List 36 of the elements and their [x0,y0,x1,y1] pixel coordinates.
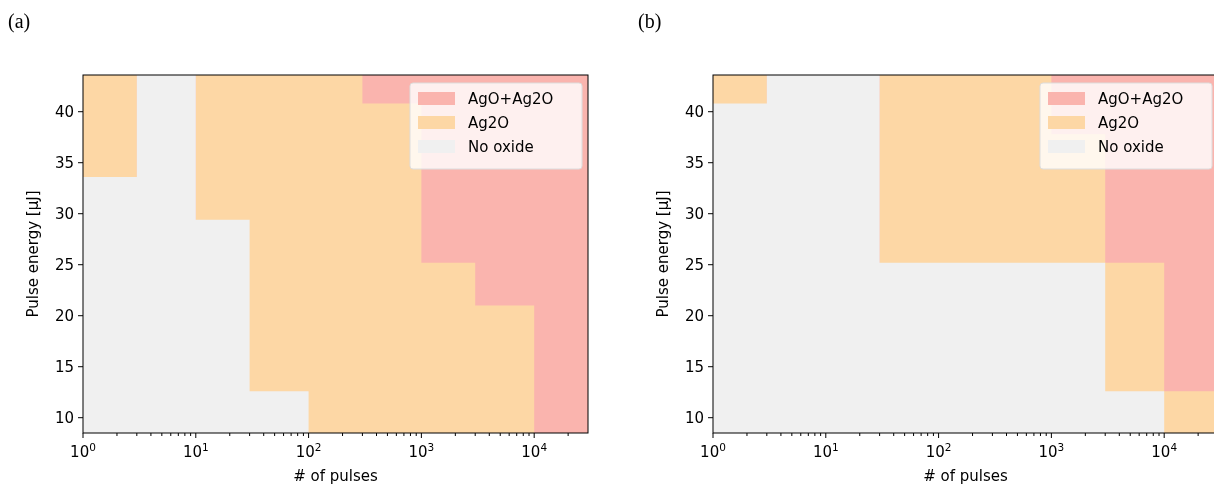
y-tick-label: 35 [54,153,74,172]
legend-label: Ag2O [1098,114,1140,132]
x-tick-label: 10$^{1}$ [812,441,839,461]
y-tick-label: 30 [54,204,74,223]
x-tick-label: 10$^{2}$ [925,441,952,461]
x-tick-label: 10$^{1}$ [182,441,209,461]
x-tick-label: 10$^{3}$ [1038,441,1065,461]
x-tick-label: 10$^{2}$ [295,441,322,461]
legend-label: AgO+Ag2O [468,90,554,108]
x-tick-label: 10$^{3}$ [408,441,435,461]
y-axis-title: Pulse energy [μJ] [654,190,672,318]
chart-title: (b) [638,10,662,33]
y-tick-label: 15 [54,357,74,376]
x-tick-label: 10$^{4}$ [521,441,548,461]
y-tick-label: 10 [684,408,704,427]
y-tick-label: 20 [54,306,74,325]
y-tick-label: 10 [54,408,74,427]
y-tick-label: 20 [684,306,704,325]
chart-title: (a) [8,10,31,33]
y-tick-label: 35 [684,153,704,172]
y-tick-label: 25 [54,255,74,274]
y-tick-label: 25 [684,255,704,274]
y-tick-label: 40 [684,102,704,121]
legend-label: No oxide [468,138,534,156]
x-axis-title: # of pulses [293,467,378,485]
legend-label: Ag2O [468,114,510,132]
y-tick-label: 40 [54,102,74,121]
x-axis-title: # of pulses [923,467,1008,485]
y-axis-title: Pulse energy [μJ] [24,190,42,318]
x-tick-label: 10$^{0}$ [700,441,726,461]
y-tick-label: 30 [684,204,704,223]
legend-label: AgO+Ag2O [1098,90,1184,108]
x-tick-label: 10$^{0}$ [70,441,96,461]
legend-label: No oxide [1098,138,1164,156]
x-tick-label: 10$^{4}$ [1151,441,1178,461]
y-tick-label: 15 [684,357,704,376]
